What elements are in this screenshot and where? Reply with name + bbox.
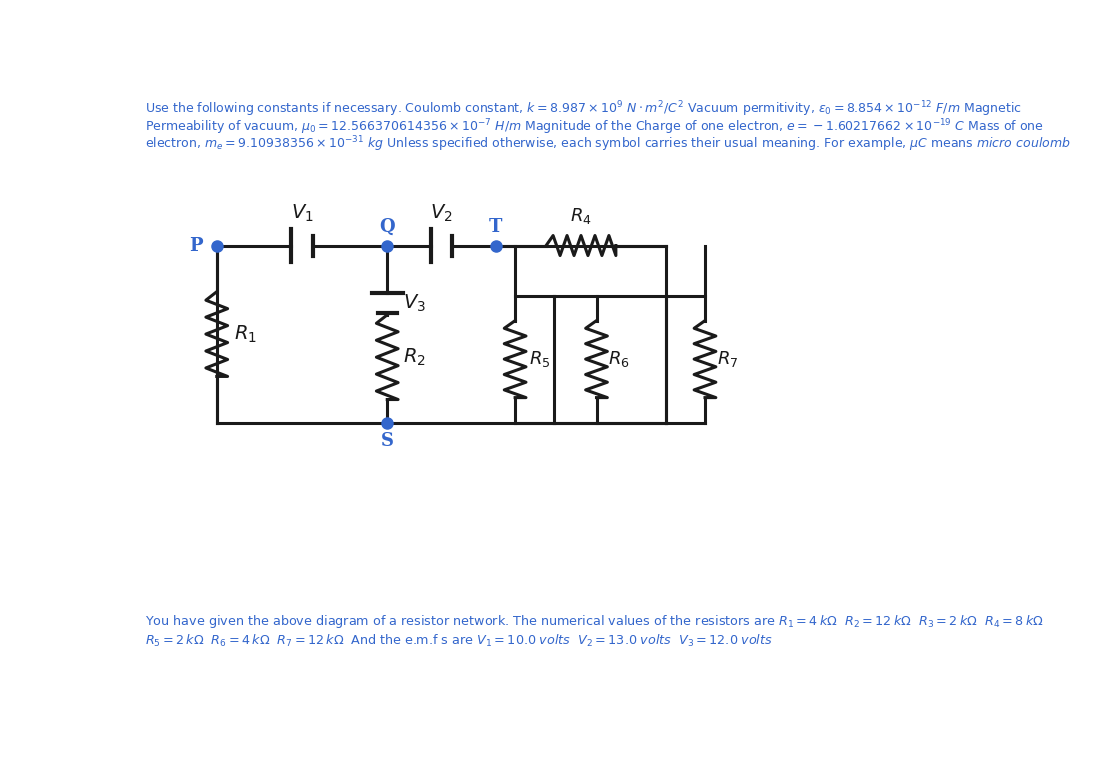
Text: $R_4$: $R_4$: [570, 206, 592, 226]
Text: Use the following constants if necessary. Coulomb constant, $k = 8.987 \times 10: Use the following constants if necessary…: [145, 99, 1022, 119]
Text: $R_5 = 2\,k\Omega$  $R_6 = 4\,k\Omega$  $R_7 = 12\,k\Omega$  And the e.m.f s are: $R_5 = 2\,k\Omega$ $R_6 = 4\,k\Omega$ $R…: [145, 633, 772, 649]
Text: $V_2$: $V_2$: [430, 203, 452, 224]
Text: $R_7$: $R_7$: [716, 349, 737, 369]
Text: electron, $m_e = 9.10938356 \times 10^{-31}\ kg$ Unless specified otherwise, eac: electron, $m_e = 9.10938356 \times 10^{-…: [145, 135, 1071, 154]
Text: $R_5$: $R_5$: [529, 349, 550, 369]
Text: S: S: [381, 432, 393, 450]
Text: Permeability of vacuum, $\mu_0 = 12.566370614356 \times 10^{-7}\ H/m$ Magnitude : Permeability of vacuum, $\mu_0 = 12.5663…: [145, 117, 1044, 137]
Text: $R_1$: $R_1$: [234, 324, 256, 345]
Text: $R_6$: $R_6$: [608, 349, 629, 369]
Text: Q: Q: [380, 218, 395, 236]
Text: T: T: [489, 218, 502, 236]
Text: $V_3$: $V_3$: [403, 292, 426, 314]
Text: $V_1$: $V_1$: [291, 203, 313, 224]
Text: $R_2$: $R_2$: [403, 346, 426, 368]
Text: You have given the above diagram of a resistor network. The numerical values of : You have given the above diagram of a re…: [145, 613, 1044, 630]
Text: P: P: [189, 236, 203, 254]
